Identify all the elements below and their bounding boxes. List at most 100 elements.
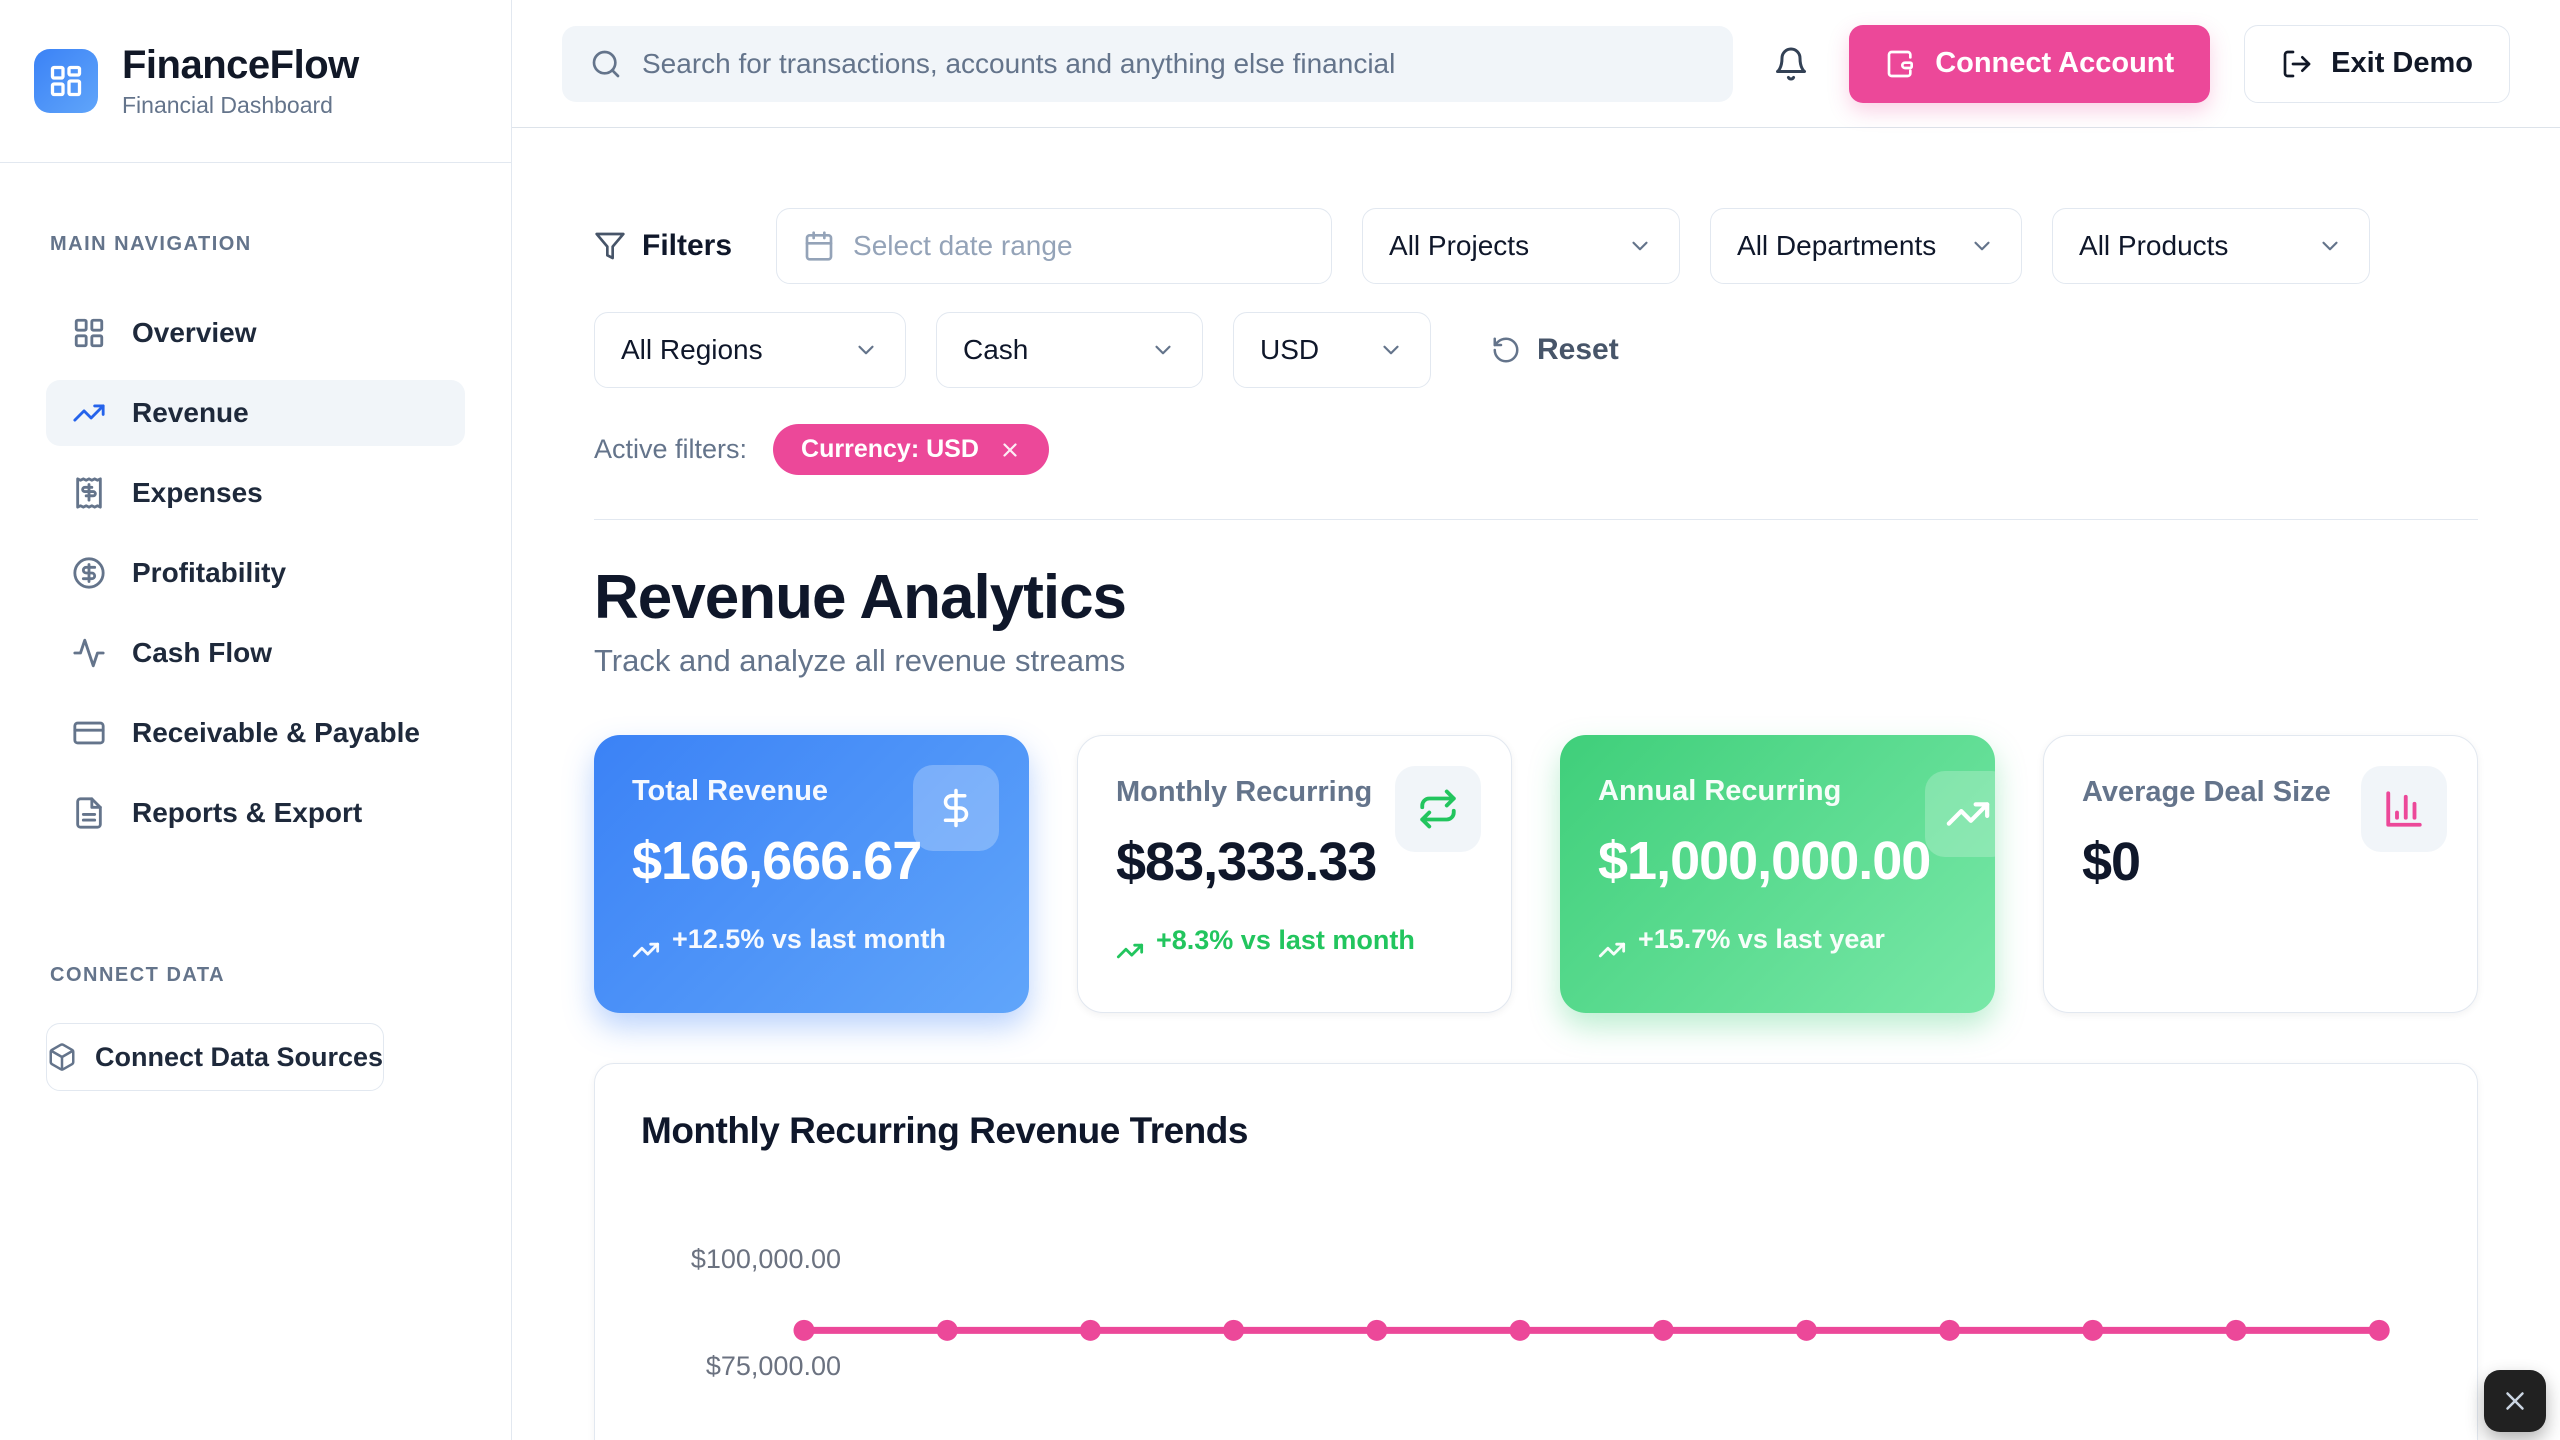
metric-value: $1,000,000.00: [1598, 831, 1931, 891]
active-filter-chip-currency[interactable]: Currency: USD: [773, 424, 1049, 475]
sidebar-item-revenue[interactable]: Revenue: [46, 380, 465, 446]
layout-grid-icon: [72, 316, 106, 350]
trending-up-icon: [1925, 771, 1995, 857]
date-range-placeholder: Select date range: [853, 230, 1073, 261]
y-axis-tick: $100,000.00: [690, 1244, 841, 1274]
metric-value: $166,666.67: [632, 831, 922, 891]
metric-cards: Total Revenue $166,666.67 +12.5% vs last…: [594, 735, 2478, 1013]
circle-dollar-icon: [72, 556, 106, 590]
filter-funnel-icon: [594, 230, 626, 262]
divider: [594, 519, 2478, 520]
rotate-ccw-icon: [1491, 335, 1521, 365]
main-area: Connect Account Exit Demo Filters: [512, 0, 2560, 1440]
app-logo-icon: [34, 49, 98, 113]
sidebar-item-label: Reports & Export: [132, 797, 363, 828]
trending-up-icon: [632, 936, 660, 964]
departments-select[interactable]: All Departments: [1710, 208, 2023, 284]
sidebar-item-receivable-payable[interactable]: Receivable & Payable: [46, 700, 465, 766]
brand-name: FinanceFlow: [122, 43, 359, 87]
close-icon[interactable]: [999, 439, 1021, 461]
projects-select[interactable]: All Projects: [1362, 208, 1681, 284]
chevron-down-icon: [1150, 337, 1176, 363]
sidebar-item-reports-export[interactable]: Reports & Export: [46, 780, 465, 846]
filters-title: Filters: [594, 229, 732, 263]
chevron-down-icon: [1378, 337, 1404, 363]
brand: FinanceFlow Financial Dashboard: [0, 0, 511, 163]
connect-account-label: Connect Account: [1935, 47, 2175, 79]
chevron-down-icon: [2317, 233, 2343, 259]
metric-card-monthly-recurring: Monthly Recurring $83,333.33 +8.3% vs la…: [1077, 735, 1512, 1013]
chart-title: Monthly Recurring Revenue Trends: [641, 1110, 1248, 1151]
metric-card-annual-recurring: Annual Recurring $1,000,000.00 +15.7% vs…: [1560, 735, 1995, 1013]
floating-close-button[interactable]: [2484, 1370, 2546, 1432]
metric-change: +15.7% vs last year: [1598, 922, 1957, 964]
chart-area: $100,000.00 $75,000.00 $50,000.00: [641, 1174, 2431, 1440]
chevron-down-icon: [1969, 233, 1995, 259]
trending-up-icon: [1598, 936, 1626, 964]
log-out-icon: [2281, 48, 2313, 80]
connect-data-sources-label: Connect Data Sources: [95, 1041, 384, 1072]
sidebar-item-overview[interactable]: Overview: [46, 300, 465, 366]
metric-value: $0: [2082, 832, 2141, 892]
sidebar-item-profitability[interactable]: Profitability: [46, 540, 465, 606]
sidebar-item-label: Revenue: [132, 397, 249, 428]
mrr-line-chart: [793, 1319, 2390, 1341]
exit-demo-button[interactable]: Exit Demo: [2244, 24, 2510, 103]
y-axis-tick: $75,000.00: [705, 1351, 841, 1381]
metric-value: $83,333.33: [1116, 832, 1377, 892]
global-search[interactable]: [562, 25, 1734, 102]
cash-basis-select[interactable]: Cash: [936, 312, 1203, 388]
bell-icon: [1773, 46, 1809, 82]
connect-section-label: CONNECT DATA: [50, 964, 226, 986]
content: Filters Select date range All Projects: [512, 128, 2560, 1440]
credit-card-icon: [72, 716, 106, 750]
notifications-button[interactable]: [1767, 40, 1815, 88]
metric-card-total-revenue: Total Revenue $166,666.67 +12.5% vs last…: [594, 735, 1029, 1013]
connect-data-sources-button[interactable]: Connect Data Sources: [46, 1023, 385, 1091]
calendar-icon: [803, 230, 835, 262]
brand-tagline: Financial Dashboard: [122, 92, 333, 118]
mrr-trends-card: Monthly Recurring Revenue Trends $100,00…: [594, 1063, 2478, 1440]
filters-toolbar: Filters Select date range All Projects: [594, 128, 2478, 520]
metric-label: Total Revenue: [632, 775, 829, 807]
chevron-down-icon: [1627, 233, 1653, 259]
sidebar-item-cash-flow[interactable]: Cash Flow: [46, 620, 465, 686]
regions-select[interactable]: All Regions: [594, 312, 906, 388]
receipt-icon: [72, 476, 106, 510]
sidebar-item-label: Overview: [132, 317, 257, 348]
bar-chart-icon: [2361, 766, 2447, 852]
activity-icon: [72, 636, 106, 670]
sidebar-item-label: Cash Flow: [132, 637, 273, 668]
dollar-sign-icon: [913, 765, 999, 851]
search-input[interactable]: [642, 47, 1706, 80]
active-filters-label: Active filters:: [594, 434, 748, 464]
date-range-input[interactable]: Select date range: [776, 208, 1333, 284]
wallet-icon: [1885, 48, 1917, 80]
connect-account-button[interactable]: Connect Account: [1849, 24, 2211, 103]
currency-select[interactable]: USD: [1233, 312, 1431, 388]
metric-change: +12.5% vs last month: [632, 922, 991, 964]
sidebar-item-expenses[interactable]: Expenses: [46, 460, 465, 526]
page-title: Revenue Analytics: [594, 563, 1127, 632]
metric-card-average-deal-size: Average Deal Size $0: [2043, 735, 2478, 1013]
page-subtitle: Track and analyze all revenue streams: [594, 643, 1126, 678]
metric-label: Annual Recurring: [1598, 775, 1842, 807]
sidebar-item-label: Receivable & Payable: [132, 717, 420, 748]
reset-filters-button[interactable]: Reset: [1491, 333, 1619, 367]
sidebar-item-label: Expenses: [132, 477, 263, 508]
close-icon: [2500, 1386, 2530, 1416]
metric-label: Monthly Recurring: [1116, 776, 1373, 808]
page-head: Revenue Analytics Track and analyze all …: [594, 562, 2478, 679]
nav-section-label: MAIN NAVIGATION: [50, 233, 252, 255]
package-icon: [47, 1042, 77, 1072]
search-icon: [590, 48, 622, 80]
trending-up-icon: [72, 396, 106, 430]
topbar: Connect Account Exit Demo: [512, 0, 2560, 128]
metric-label: Average Deal Size: [2082, 776, 2331, 808]
chevron-down-icon: [853, 337, 879, 363]
metric-change: +8.3% vs last month: [1116, 923, 1473, 965]
products-select[interactable]: All Products: [2052, 208, 2371, 284]
repeat-arrows-icon: [1395, 766, 1481, 852]
file-text-icon: [72, 796, 106, 830]
